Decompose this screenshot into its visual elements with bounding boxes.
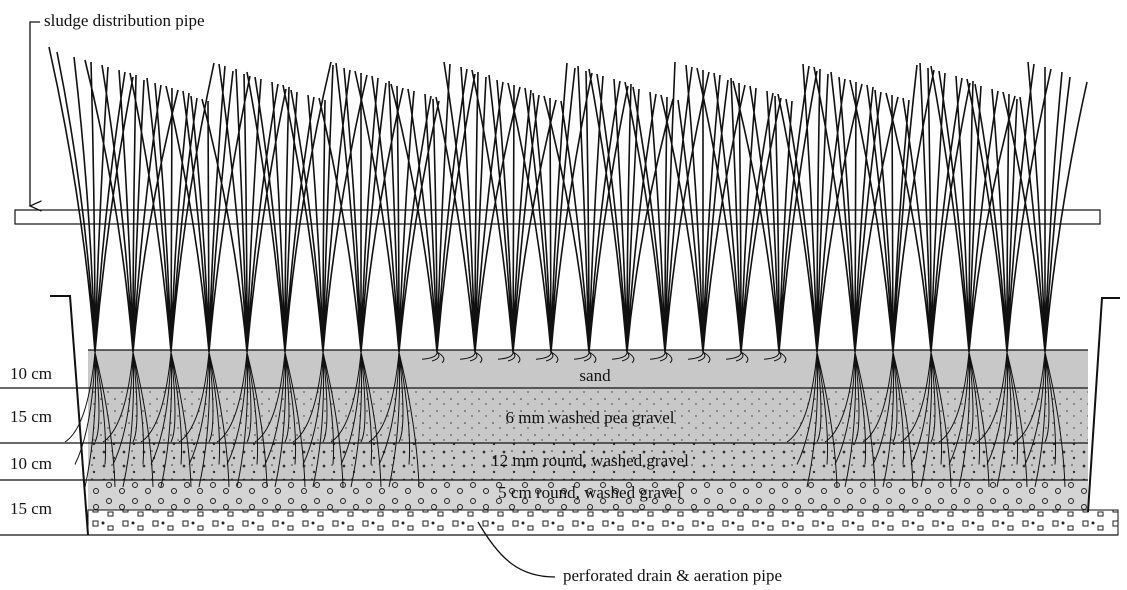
depth-label: 15 cm	[10, 407, 52, 426]
drain-pipe	[87, 509, 1119, 536]
distribution-pipe	[14, 209, 1101, 225]
sand-layer	[88, 350, 1088, 388]
round-gravel-layer	[88, 443, 1088, 480]
tank-walls	[50, 295, 1120, 536]
layer-label: 6 mm washed pea gravel	[506, 408, 675, 427]
reed-stems	[48, 46, 1088, 353]
drain-leader	[477, 521, 556, 578]
top-pipe-label: sludge distribution pipe	[44, 11, 205, 30]
pipe-arrow	[30, 21, 40, 206]
layer-label: 12 mm round, washed gravel	[491, 451, 689, 470]
layer-label: 5 cm round, washed gravel	[498, 483, 682, 502]
layer-labels: sand 6 mm washed pea gravel 12 mm round,…	[491, 366, 689, 502]
bottom-pipe-label: perforated drain & aeration pipe	[563, 566, 782, 585]
layer-label: sand	[579, 366, 611, 385]
depth-label: 10 cm	[10, 454, 52, 473]
reed-roots	[64, 351, 1066, 488]
depth-label: 10 cm	[10, 364, 52, 383]
depth-labels: 10 cm 15 cm 10 cm 15 cm	[10, 364, 52, 518]
depth-label: 15 cm	[10, 499, 52, 518]
